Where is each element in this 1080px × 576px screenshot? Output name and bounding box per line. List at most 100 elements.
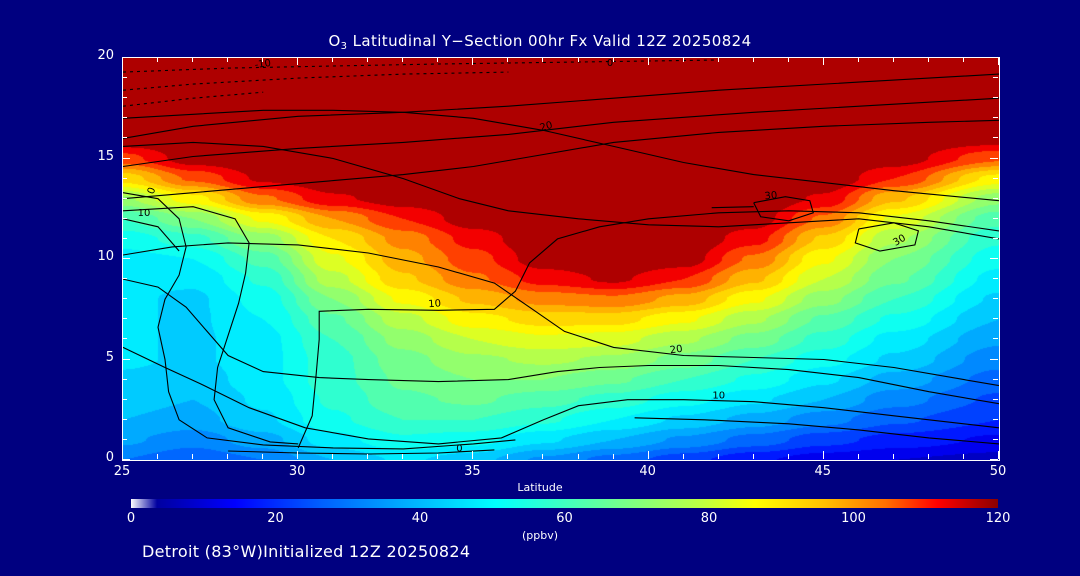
y-tick-mark-right [993,117,998,119]
x-tick-label: 50 [989,464,1007,479]
y-tick-mark [122,298,127,300]
y-tick-mark [122,278,127,280]
contour-line [123,278,999,405]
y-tick-mark [122,398,127,400]
y-tick-mark-right [993,237,998,239]
y-tick-mark [122,77,127,79]
x-tick-mark [787,454,789,459]
x-tick-label: 30 [288,464,306,479]
y-tick-mark-right [990,459,998,460]
x-tick-mark [962,454,964,459]
x-tick-mark-top [927,57,929,62]
x-tick-mark-top [752,57,754,62]
x-tick-mark [297,451,299,459]
y-tick-mark [122,177,127,179]
y-tick-mark-right [993,97,998,99]
contour-line [753,196,814,222]
y-tick-label: 15 [97,148,114,164]
y-tick-mark [122,157,130,159]
title-rest: Latitudinal Y−Section 00hr Fx Valid 12Z … [347,32,752,50]
x-tick-mark-top [857,57,859,62]
colorbar-tick-label: 60 [556,511,573,526]
y-tick-mark [122,237,127,239]
x-tick-mark [437,454,439,459]
y-tick-mark-right [993,398,998,400]
contour-line [228,449,495,455]
y-tick-mark-right [990,157,998,159]
y-tick-mark-right [993,217,998,219]
contour-plot: -10 0 0 0 10 10 10 20 20 30 30 [122,57,1000,461]
y-tick-mark [122,459,130,460]
colorbar-tick-label: 120 [985,511,1011,526]
y-tick-mark-right [993,438,998,440]
x-tick-mark-top [822,57,824,65]
contour-line [854,222,920,252]
contour-line [123,141,999,240]
contour-label: 30 [764,190,778,202]
x-tick-mark-top [472,57,474,65]
contour-line [123,218,180,252]
x-tick-mark [367,454,369,459]
colorbar-units-label: (ppbv) [521,529,559,542]
x-tick-mark-top [682,57,684,62]
y-tick-mark [122,117,127,119]
x-tick-mark [577,454,579,459]
contour-label: 0 [607,58,613,69]
contour-line [123,91,264,107]
contour-line [123,59,719,73]
x-tick-mark [682,454,684,459]
x-tick-mark-top [892,57,894,62]
x-tick-mark [927,454,929,459]
x-tick-mark [122,451,123,459]
contour-line [634,417,999,445]
contour-line [123,97,999,168]
contour-label: 0 [456,444,462,455]
contour-label: 10 [712,391,725,402]
y-tick-mark-right [993,197,998,199]
y-tick-mark-right [993,378,998,380]
y-tick-mark-right [993,137,998,139]
x-tick-label: 40 [639,464,656,479]
y-tick-mark-right [993,278,998,280]
x-tick-label: 45 [814,464,832,479]
contour-line [297,210,999,449]
y-tick-mark-right [990,57,998,58]
x-tick-mark [998,451,999,459]
x-tick-mark-top [577,57,579,62]
contour-label: 20 [539,120,554,134]
y-tick-mark [122,338,127,340]
x-tick-mark [157,454,159,459]
y-tick-mark [122,217,127,219]
y-tick-label: 0 [105,450,114,465]
x-tick-mark-top [192,57,194,62]
x-tick-mark-top [507,57,509,62]
y-tick-label: 5 [105,349,114,365]
contour-label: 20 [669,344,683,357]
footer-station-label: Detroit (83°W)Initialized 12Z 20250824 [142,542,471,561]
y-tick-mark-right [993,418,998,420]
x-tick-mark [507,454,509,459]
x-tick-mark [332,454,334,459]
y-tick-mark [122,97,127,99]
contour-label: 10 [428,298,441,310]
contour-line [123,71,509,91]
contour-label: 10 [138,208,151,219]
x-tick-mark-top [647,57,649,65]
colorbar [131,499,998,508]
y-tick-label: 10 [97,249,114,264]
contour-line [123,73,999,139]
x-tick-mark-top [998,57,999,65]
x-tick-mark [262,454,264,459]
x-tick-mark-top [227,57,229,62]
x-tick-mark [717,454,719,459]
contour-line [711,206,754,209]
colorbar-tick-label: 20 [267,511,284,526]
colorbar-tick-label: 80 [700,511,718,526]
y-tick-mark-right [993,177,998,179]
x-tick-mark-top [157,57,159,62]
y-tick-label: 20 [97,48,114,63]
x-tick-mark [612,454,614,459]
x-tick-label: 35 [464,464,481,479]
